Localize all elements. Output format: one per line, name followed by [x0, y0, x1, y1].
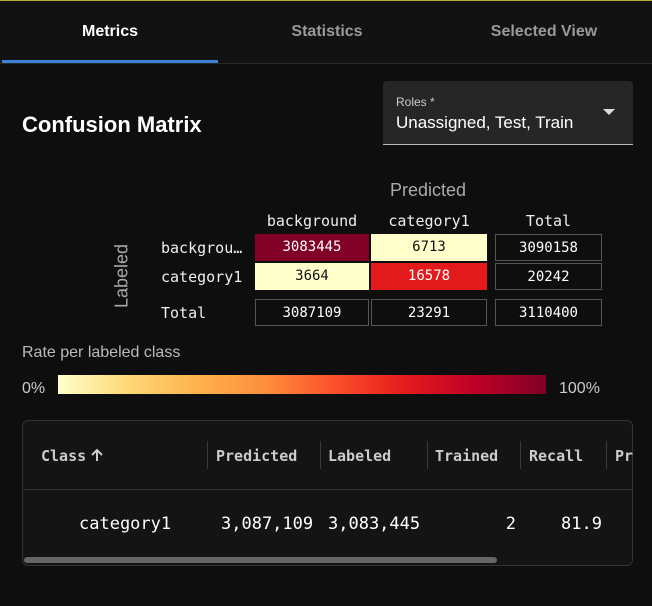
table-header: Trained [435, 447, 499, 465]
table-cell: 3,087,109 [221, 514, 314, 534]
select-label: Roles * [396, 95, 435, 109]
column-separator [520, 441, 521, 469]
column-separator [207, 441, 208, 469]
tab[interactable]: Metrics [81, 23, 139, 40]
axis-label: Labeled [111, 243, 132, 309]
matrix-cell: 3664 [255, 263, 369, 290]
matrix-cell: 3110400 [495, 299, 602, 326]
column-header: Total [525, 212, 572, 230]
matrix-cell: 3083445 [255, 234, 369, 261]
roles-select[interactable] [383, 81, 633, 145]
table-header: Predicted [216, 447, 298, 465]
scrollbar[interactable] [24, 557, 497, 563]
matrix-cell: 16578 [371, 263, 487, 290]
column-separator [606, 441, 607, 469]
table-panel [22, 420, 633, 566]
row-header: category1 [161, 268, 243, 286]
legend-min: 0% [22, 380, 46, 397]
table-cell: 81.9 [561, 514, 602, 534]
matrix-cell: 6713 [371, 234, 487, 261]
section-title: Confusion Matrix [22, 112, 202, 137]
legend-title: Rate per labeled class [22, 344, 181, 361]
tab-bar [0, 1, 652, 64]
tab[interactable]: Statistics [291, 23, 363, 40]
table-cell: category1 [79, 514, 172, 534]
matrix-cell: 3087109 [255, 299, 369, 326]
table-header: Pr [615, 447, 634, 465]
column-separator [320, 441, 321, 469]
table-header: Labeled [328, 447, 392, 465]
column-separator [427, 441, 428, 469]
row-header: backgrou… [161, 239, 243, 257]
matrix-cell: 3090158 [495, 234, 602, 261]
table-header: Class [41, 447, 87, 465]
table-cell: 3,083,445 [328, 514, 421, 534]
column-header: category1 [388, 212, 470, 230]
matrix-cell: 23291 [371, 299, 487, 326]
tab[interactable]: Selected View [490, 23, 598, 40]
tab-indicator [2, 60, 218, 63]
dropdown-arrow [603, 109, 615, 115]
axis-label: Predicted [389, 180, 467, 200]
table-cell: 2 [505, 514, 516, 534]
select-value: Unassigned, Test, Train [396, 113, 574, 132]
row-header: Total [161, 304, 207, 322]
sort-icon[interactable] [90, 448, 104, 462]
column-header: background [266, 212, 358, 230]
color-scale [58, 375, 546, 394]
matrix-cell: 20242 [495, 263, 602, 290]
legend-max: 100% [559, 380, 600, 397]
table-header: Recall [529, 447, 584, 465]
